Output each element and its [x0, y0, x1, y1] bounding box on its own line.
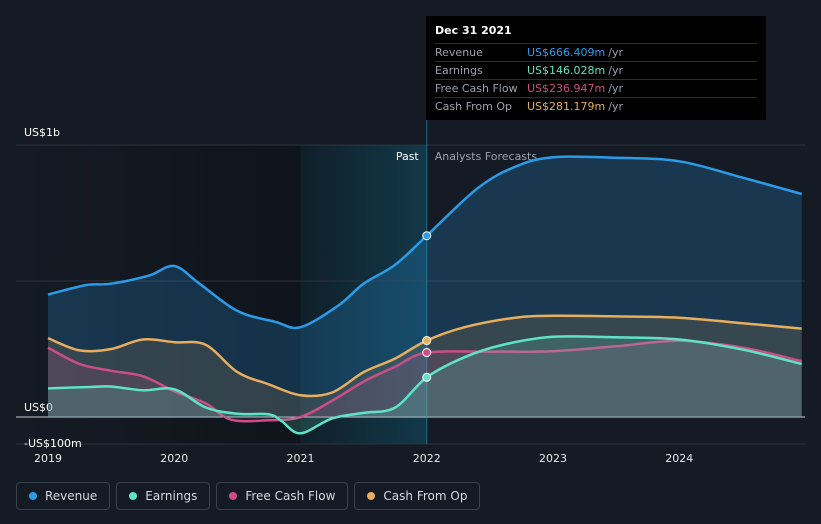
tooltip-unit: /yr: [608, 100, 623, 113]
x-tick-label: 2020: [160, 452, 188, 465]
marker-cash-from-op: [422, 336, 432, 346]
legend-item-earnings[interactable]: Earnings: [116, 482, 211, 510]
x-tick-label: 2024: [665, 452, 693, 465]
tooltip-row-cash-from-op: Cash From Op US$281.179m /yr: [435, 97, 757, 115]
chart-legend: Revenue Earnings Free Cash Flow Cash Fro…: [16, 482, 481, 510]
tooltip-value: US$281.179m: [527, 100, 606, 113]
series-line-revenue: [47, 155, 803, 330]
tooltip-label: Revenue: [435, 46, 483, 59]
series-area-earnings: [48, 336, 802, 434]
legend-item-cash-from-op[interactable]: Cash From Op: [354, 482, 481, 510]
series-area-revenue: [48, 156, 802, 418]
legend-dot-icon: [367, 492, 376, 500]
tooltip-value: US$236.947m: [527, 82, 606, 95]
tooltip-unit: /yr: [608, 64, 623, 77]
legend-label: Earnings: [145, 489, 198, 503]
forecast-label: Analysts Forecasts: [435, 150, 538, 163]
marker-free-cash-flow: [422, 348, 432, 358]
legend-label: Cash From Op: [383, 489, 468, 503]
tooltip-row-revenue: Revenue US$666.409m /yr: [435, 43, 757, 61]
tooltip-label: Cash From Op: [435, 100, 513, 113]
legend-dot-icon: [129, 492, 138, 500]
tooltip-label: Earnings: [435, 64, 483, 77]
tooltip-date: Dec 31 2021: [435, 24, 512, 37]
chart-tooltip: Dec 31 2021 Revenue US$666.409m /yr Earn…: [426, 16, 766, 120]
x-tick-label: 2021: [287, 452, 315, 465]
legend-item-revenue[interactable]: Revenue: [16, 482, 111, 510]
tooltip-row-free-cash-flow: Free Cash Flow US$236.947m /yr: [435, 79, 757, 97]
tooltip-value: US$146.028m: [527, 64, 606, 77]
past-label: Past: [396, 150, 420, 163]
tooltip-value: US$666.409m: [527, 46, 606, 59]
series-line-cash-from-op: [47, 314, 802, 398]
series-line-free-cash-flow: [47, 339, 802, 423]
x-tick-label: 2023: [539, 452, 567, 465]
legend-item-free-cash-flow[interactable]: Free Cash Flow: [216, 482, 349, 510]
legend-dot-icon: [29, 492, 37, 500]
legend-dot-icon: [229, 492, 238, 500]
legend-label: Free Cash Flow: [245, 489, 336, 503]
y-tick-label: -US$100m: [24, 437, 82, 450]
tooltip-unit: /yr: [608, 82, 623, 95]
marker-revenue: [422, 231, 432, 241]
series-line-earnings: [47, 335, 802, 435]
tooltip-label: Free Cash Flow: [435, 82, 518, 95]
x-tick-label: 2019: [34, 452, 62, 465]
y-tick-label: US$0: [24, 401, 53, 414]
tooltip-row-earnings: Earnings US$146.028m /yr: [435, 61, 757, 79]
y-tick-label: US$1b: [24, 126, 60, 139]
tooltip-unit: /yr: [608, 46, 623, 59]
series-area-cash-from-op: [48, 315, 802, 417]
marker-earnings: [422, 372, 432, 382]
legend-label: Revenue: [45, 489, 98, 503]
x-tick-label: 2022: [413, 452, 441, 465]
